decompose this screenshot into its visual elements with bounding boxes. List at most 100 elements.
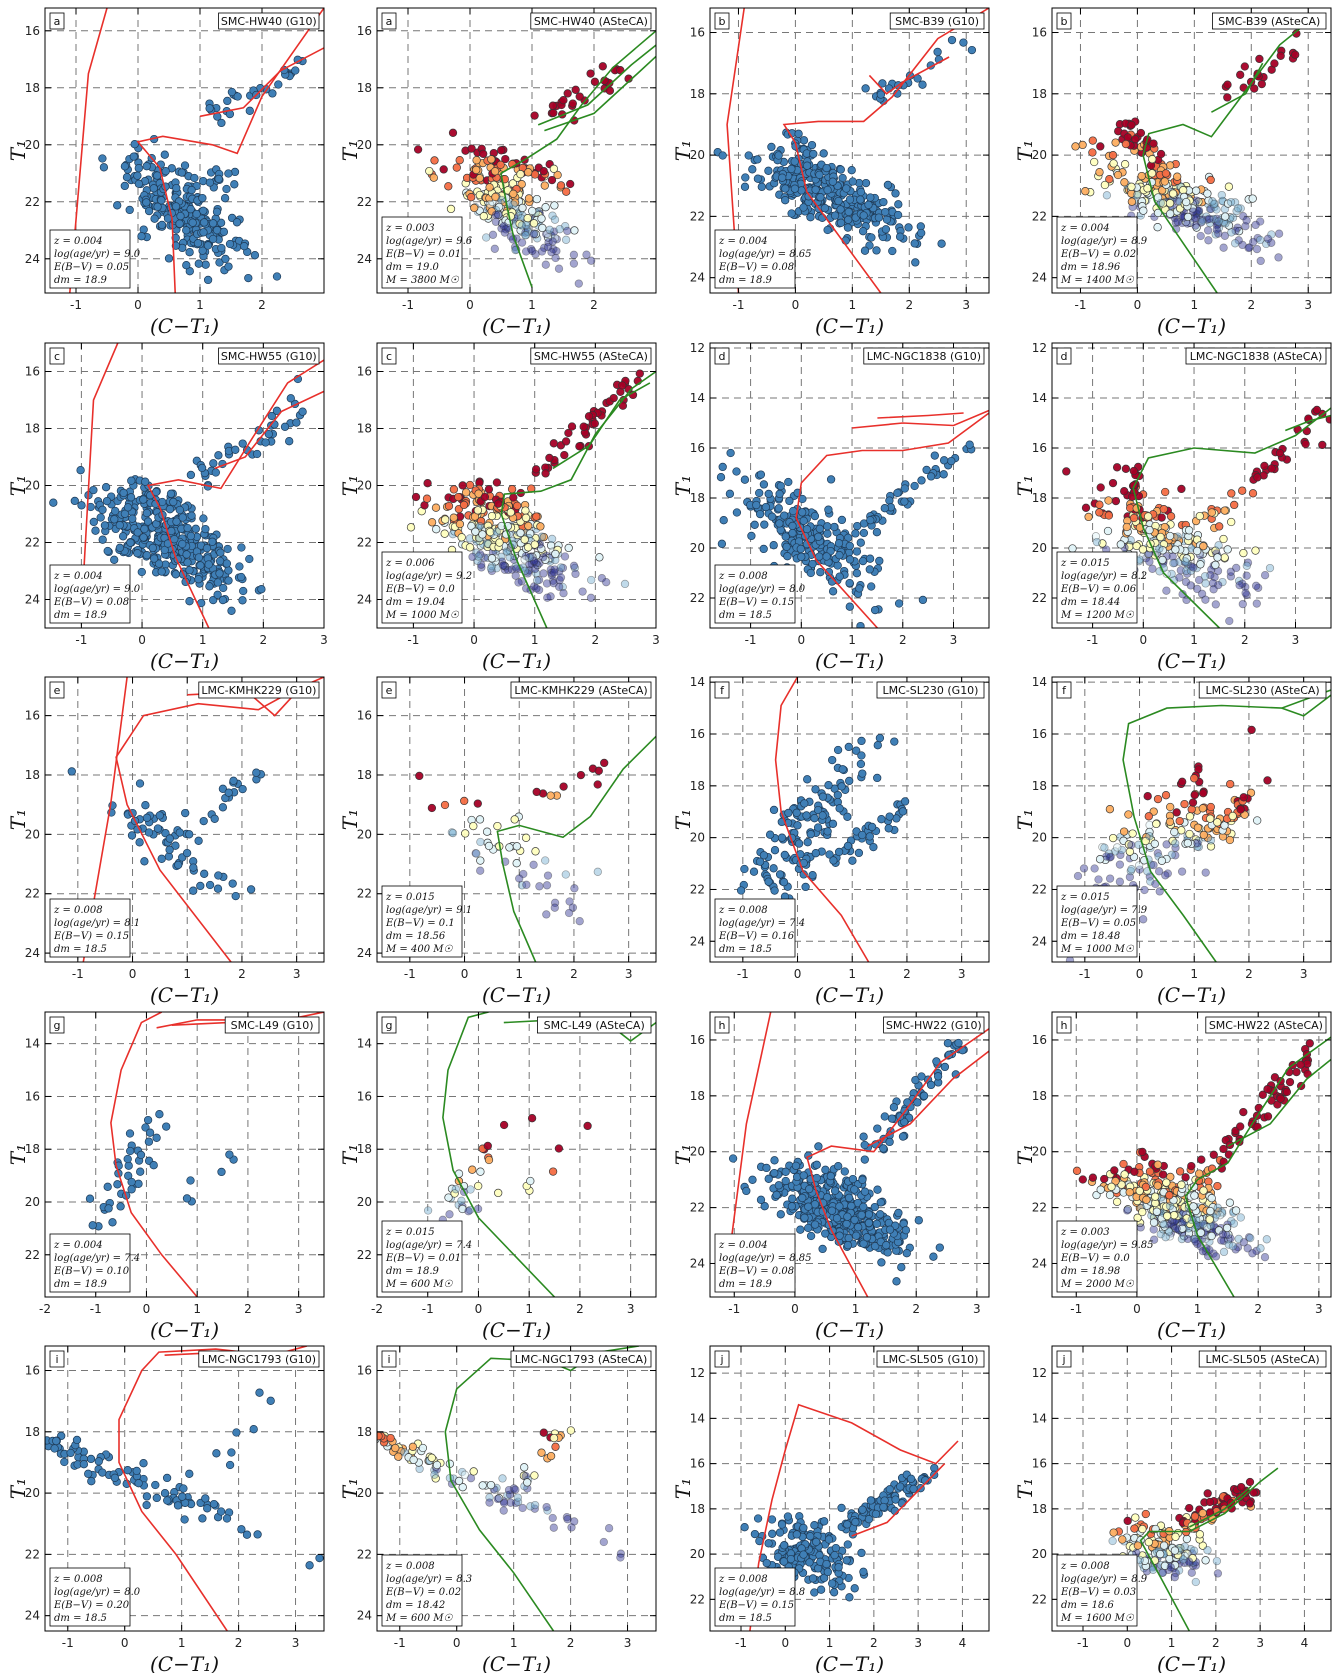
star-point [1139, 916, 1147, 924]
star-point [1221, 554, 1229, 562]
star-point [189, 887, 197, 895]
star-point [474, 507, 482, 515]
star-point [479, 150, 487, 158]
star-point [1227, 198, 1235, 206]
star-point [1249, 490, 1257, 498]
star-point [881, 1113, 889, 1121]
star-point [1248, 726, 1256, 734]
star-point [150, 185, 158, 193]
star-point [158, 221, 166, 229]
star-point [1258, 80, 1266, 88]
star-point [857, 188, 865, 196]
star-point [550, 109, 558, 117]
star-point [1106, 805, 1114, 813]
star-point [866, 566, 874, 574]
star-point [893, 815, 901, 823]
star-point [1162, 170, 1170, 178]
star-point [881, 504, 889, 512]
star-point [811, 1221, 819, 1229]
star-point [1146, 558, 1154, 566]
star-point [423, 495, 431, 503]
star-point [848, 166, 856, 174]
star-point [445, 183, 453, 191]
star-point [146, 1129, 154, 1137]
y-axis-title: T₁ [671, 140, 695, 161]
star-point [865, 201, 873, 209]
star-point [1133, 191, 1141, 199]
star-point [861, 1188, 869, 1196]
star-point [200, 515, 208, 523]
star-point [834, 746, 842, 754]
star-point [500, 1121, 508, 1129]
star-point [189, 219, 197, 227]
star-point [884, 181, 892, 189]
star-point [893, 1278, 901, 1286]
star-point [191, 174, 199, 182]
star-point [428, 519, 436, 527]
x-tick-label: 1 [531, 633, 539, 647]
star-point [802, 883, 810, 891]
star-point [966, 441, 974, 449]
star-point [1200, 831, 1208, 839]
star-point [1089, 149, 1097, 157]
star-point [488, 156, 496, 164]
star-point [836, 551, 844, 559]
star-point [552, 550, 560, 558]
star-point [482, 234, 490, 242]
star-point [741, 183, 749, 191]
star-point [1261, 462, 1269, 470]
x-tick-label: -1 [1079, 967, 1091, 981]
star-point [518, 222, 526, 230]
star-point [1239, 600, 1247, 608]
star-point [1152, 820, 1160, 828]
star-point [846, 579, 854, 587]
star-point [536, 883, 544, 891]
star-point [899, 1133, 907, 1141]
star-point [143, 551, 151, 559]
star-point [561, 553, 569, 561]
fit-parameter: z = 0.008 [53, 905, 103, 916]
x-tick-label: 3 [320, 633, 328, 647]
fit-parameter: z = 0.004 [1060, 223, 1110, 234]
star-point [782, 185, 790, 193]
x-tick-label: 1 [852, 1302, 860, 1316]
star-point [1214, 819, 1222, 827]
star-point [756, 858, 764, 866]
star-point [128, 477, 136, 485]
star-point [1236, 581, 1244, 589]
star-point [1189, 799, 1197, 807]
star-point [1319, 441, 1327, 449]
star-point [1145, 813, 1153, 821]
x-tick-label: 3 [973, 1302, 981, 1316]
star-point [1253, 245, 1261, 253]
star-point [202, 525, 210, 533]
star-point [1148, 155, 1156, 163]
star-point [239, 597, 247, 605]
star-point [902, 1226, 910, 1234]
y-tick-label: 24 [690, 271, 705, 285]
star-point [145, 829, 153, 837]
star-point [602, 578, 610, 586]
star-point [873, 1220, 881, 1228]
star-point [486, 184, 494, 192]
star-point [845, 1234, 853, 1242]
x-tick-label: 3 [1304, 298, 1312, 312]
star-point [838, 783, 846, 791]
star-point [1128, 841, 1136, 849]
star-point [886, 497, 894, 505]
fit-parameter: M = 1000 M☉ [1060, 944, 1135, 955]
star-point [878, 815, 886, 823]
star-point [484, 1142, 492, 1150]
star-point [1271, 60, 1279, 68]
x-tick-label: 0 [466, 298, 474, 312]
star-point [919, 596, 927, 604]
star-point [1226, 836, 1234, 844]
y-tick-label: 18 [357, 422, 372, 436]
star-point [859, 1176, 867, 1184]
x-tick-label: 0 [791, 1302, 799, 1316]
star-point [783, 543, 791, 551]
star-point [1257, 257, 1265, 265]
star-point [851, 1186, 859, 1194]
